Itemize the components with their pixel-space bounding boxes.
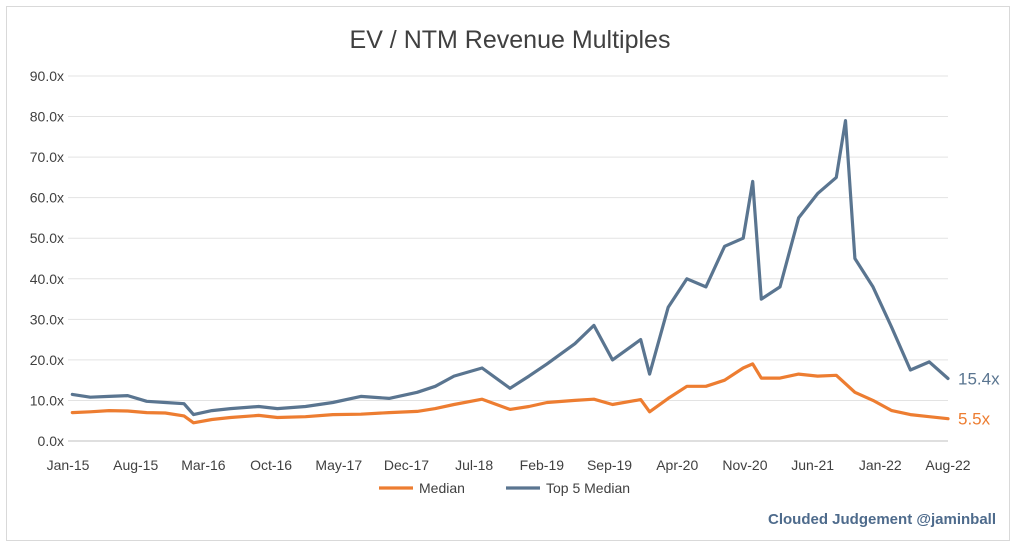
legend-label-top5: Top 5 Median xyxy=(546,480,630,496)
y-tick-label: 90.0x xyxy=(30,68,64,84)
y-tick-label: 60.0x xyxy=(30,190,64,206)
series-layer xyxy=(70,119,950,425)
y-tick-label: 20.0x xyxy=(30,352,64,368)
top5-median-series-line xyxy=(70,119,950,417)
x-tick-label: Dec-17 xyxy=(384,457,429,473)
chart-title: EV / NTM Revenue Multiples xyxy=(350,26,671,54)
x-axis-ticks: Jan-15 Aug-15 Mar-16 Oct-16 May-17 Dec-17 Jul-… xyxy=(47,457,971,473)
x-tick-label: Mar-16 xyxy=(181,457,226,473)
top5-end-label: 15.4x xyxy=(958,370,1000,389)
end-labels: 15.4x 5.5x xyxy=(958,370,1000,429)
y-tick-label: 30.0x xyxy=(30,311,64,327)
x-tick-label: Aug-22 xyxy=(925,457,970,473)
x-tick-label: Jul-18 xyxy=(455,457,493,473)
y-tick-label: 50.0x xyxy=(30,230,64,246)
y-tick-label: 0.0x xyxy=(38,433,64,449)
y-tick-label: 40.0x xyxy=(30,271,64,287)
chart-frame xyxy=(6,6,1010,541)
x-tick-label: Apr-20 xyxy=(656,457,698,473)
grid-lines xyxy=(68,75,948,442)
y-tick-label: 80.0x xyxy=(30,109,64,125)
x-tick-label: Sep-19 xyxy=(587,457,632,473)
x-tick-label: Nov-20 xyxy=(722,457,767,473)
credit-text: Clouded Judgement @jaminball xyxy=(768,511,996,528)
x-tick-label: Aug-15 xyxy=(113,457,158,473)
median-end-label: 5.5x xyxy=(958,410,991,429)
x-tick-label: Feb-19 xyxy=(520,457,565,473)
median-series-line xyxy=(70,362,950,425)
x-tick-label: Jun-21 xyxy=(791,457,834,473)
x-tick-label: Jan-15 xyxy=(47,457,90,473)
legend: Median Top 5 Median xyxy=(379,480,630,496)
legend-label-median: Median xyxy=(419,480,465,496)
x-tick-label: May-17 xyxy=(315,457,362,473)
y-tick-label: 70.0x xyxy=(30,149,64,165)
y-axis-ticks: 0.0x 10.0x 20.0x 30.0x 40.0x 50.0x 60.0x 70.0x 8… xyxy=(30,68,64,449)
x-tick-label: Jan-22 xyxy=(859,457,902,473)
y-tick-label: 10.0x xyxy=(30,392,64,408)
x-tick-label: Oct-16 xyxy=(250,457,292,473)
